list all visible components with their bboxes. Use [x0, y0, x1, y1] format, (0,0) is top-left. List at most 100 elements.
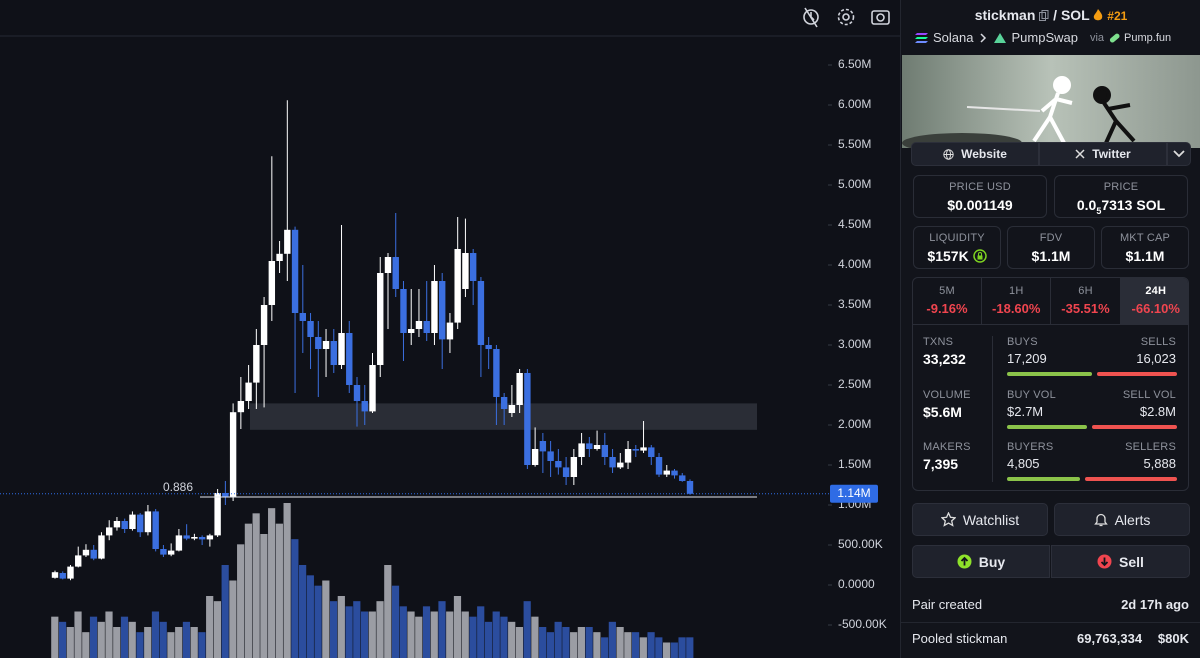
liquidity-value: $157K: [927, 248, 969, 264]
buy-button[interactable]: Buy: [912, 545, 1050, 578]
volume-bar: [647, 632, 655, 658]
volume-bar: [430, 611, 438, 658]
volume-bar: [577, 627, 585, 658]
settings-icon[interactable]: [837, 8, 855, 26]
indicator-icon[interactable]: [803, 7, 819, 28]
candle-body: [175, 535, 183, 551]
candle-body: [500, 397, 508, 409]
candle-body: [593, 445, 601, 449]
sell-ratio-bar: [1097, 372, 1177, 376]
candle-body: [539, 441, 547, 452]
candle-body: [361, 401, 368, 412]
y-tick-label: 3.00M: [838, 337, 871, 351]
candle-body: [508, 405, 516, 413]
volume-bar: [213, 601, 222, 658]
volume-bar: [345, 606, 353, 658]
watchlist-label: Watchlist: [962, 511, 1020, 528]
dex[interactable]: PumpSwap: [1011, 30, 1078, 45]
candle-body: [315, 337, 322, 349]
launchpad[interactable]: Pump.fun: [1124, 31, 1172, 44]
timeframe-change: -18.60%: [992, 301, 1041, 316]
candle-body: [299, 313, 307, 321]
launchpad-icon: [1109, 33, 1120, 42]
volume-bar: [601, 637, 609, 658]
candle-body: [183, 535, 190, 539]
candle-body: [268, 261, 276, 305]
watchlist-button[interactable]: Watchlist: [912, 503, 1048, 536]
volume-bar: [198, 632, 206, 658]
more-links-button[interactable]: [1167, 142, 1191, 166]
buy-ratio-bar: [1007, 372, 1093, 376]
candle-body: [400, 289, 407, 333]
candle-body: [609, 457, 616, 468]
candle-body: [686, 481, 694, 494]
sell-icon: [1097, 554, 1112, 569]
star-icon: [940, 512, 956, 527]
volume-bar: [244, 523, 252, 658]
volume-bar: [399, 606, 407, 658]
volume-bar: [384, 565, 392, 658]
metric-left: $2.7M: [1007, 403, 1044, 419]
timeframe-tab[interactable]: 24H -66.10%: [1120, 278, 1188, 324]
flame-icon: [1094, 9, 1103, 21]
volume-bar: [368, 611, 376, 658]
timeframe-label: 1H: [1009, 285, 1024, 297]
candle-body: [353, 385, 361, 401]
candle-body: [222, 493, 229, 497]
via: via: [1089, 31, 1105, 44]
liquidity-box: LIQUIDITY $157K: [913, 226, 1001, 269]
price-usd-box: PRICE USD $0.001149: [913, 175, 1047, 218]
candle-body: [276, 253, 283, 261]
alerts-label: Alerts: [1114, 511, 1151, 528]
y-tick-label: -500.00K: [838, 617, 887, 631]
volume-bar: [686, 637, 694, 658]
candle-body: [106, 527, 113, 536]
rank: #21: [1107, 9, 1128, 23]
volume-bar: [616, 627, 624, 658]
metric-label: VOLUME: [923, 388, 971, 401]
timeframe-tab[interactable]: 5M -9.16%: [913, 278, 982, 324]
volume-bar: [144, 627, 152, 658]
volume-bar: [593, 632, 601, 658]
chain[interactable]: Solana: [933, 30, 974, 45]
candle-body: [160, 549, 167, 555]
volume-bar: [105, 611, 113, 658]
volume-bar: [523, 601, 531, 658]
volume-bar: [446, 611, 454, 658]
screenshot-icon[interactable]: [871, 10, 890, 25]
timeframe-label: 5M: [939, 285, 955, 297]
candle-body: [431, 281, 438, 333]
alerts-button[interactable]: Alerts: [1054, 503, 1190, 536]
price-sol-box: PRICE 0.057313 SOL: [1054, 175, 1188, 218]
candle-body: [454, 249, 461, 323]
buy-label: Buy: [978, 553, 1006, 570]
timeframe-change: -66.10%: [1131, 301, 1180, 316]
website-button[interactable]: Website: [911, 142, 1039, 166]
timeframe-tab[interactable]: 6H -35.51%: [1052, 278, 1121, 324]
liquidity-row: $157K: [914, 248, 1000, 264]
timeframe-tab[interactable]: 1H -18.60%: [982, 278, 1052, 324]
volume-bar: [206, 596, 214, 658]
volume-bar: [678, 637, 686, 658]
volume-bar: [159, 621, 167, 658]
stats-divider: [992, 336, 993, 482]
candle-body: [555, 461, 562, 468]
sell-button[interactable]: Sell: [1051, 545, 1190, 578]
volume-bar: [492, 611, 500, 658]
volume-bar: [268, 508, 276, 658]
candle-body: [679, 475, 686, 481]
volume-bar: [275, 523, 283, 658]
twitter-button[interactable]: Twitter: [1039, 142, 1167, 166]
candle-body: [493, 349, 500, 397]
candle-body: [152, 511, 159, 549]
timeframe-change: -35.51%: [1061, 301, 1110, 316]
y-tick-label: 1.50M: [838, 457, 871, 471]
metric-right: $2.8M: [1139, 403, 1176, 419]
price-usd-label: PRICE USD: [949, 181, 1011, 193]
metric-right-label: SELLERS: [1125, 441, 1176, 453]
volume-bar: [570, 632, 578, 658]
candle-body: [198, 537, 206, 540]
level-label: 0.886: [163, 480, 193, 494]
copy-icon[interactable]: [1039, 10, 1049, 21]
candle-body: [446, 322, 454, 340]
